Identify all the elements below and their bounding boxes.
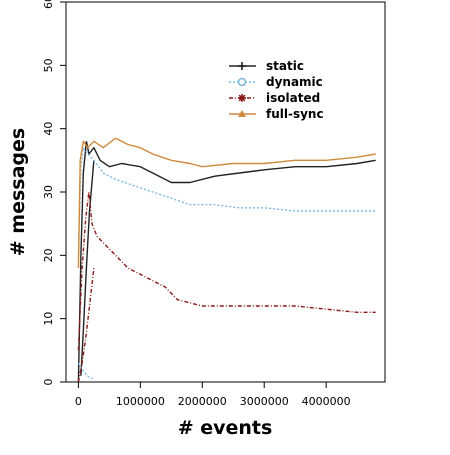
legend-item-dynamic: dynamic [229,75,323,89]
y-tick-label: 60 [42,0,55,9]
x-tick-label: 2000000 [178,395,227,408]
series-line-static [80,160,95,376]
legend-item-isolated: isolated [229,91,320,105]
series-isolated [77,191,376,383]
y-tick-label: 40 [42,122,55,136]
series-line-static [77,141,88,383]
legend: static dynamic isolated full-sync [226,52,353,128]
legend-label: dynamic [266,75,323,89]
legend-box [226,52,353,128]
series-line-static [85,141,376,184]
series-line-isolated [77,267,95,383]
series-line-full-sync [77,137,376,269]
y-tick-label: 20 [42,248,55,262]
y-axis-title: # messages [7,128,29,256]
y-tick-label: 0 [42,379,55,386]
y-tick-label: 30 [42,185,55,199]
legend-label: static [266,59,304,73]
legend-item-static: static [229,59,304,73]
legend-item-full-sync: full-sync [229,107,324,121]
x-tick-label: 4000000 [302,395,351,408]
legend-marker-circle [237,77,247,87]
x-tick-label: 3000000 [240,395,289,408]
y-tick-label: 10 [42,312,55,326]
legend-marker-star-arm [238,94,246,102]
legend-marker-star [238,94,246,102]
series-dynamic [77,146,376,380]
x-tick-label: 1000000 [116,395,165,408]
x-tick-label: 0 [75,395,82,408]
series-line-isolated [77,191,376,351]
y-tick-label: 50 [42,58,55,72]
legend-label: full-sync [266,107,324,121]
series-static [77,141,376,383]
series-full-sync [77,137,376,269]
legend-marker-triangle [238,110,246,117]
legend-label: isolated [266,91,320,105]
x-axis-title: # events [178,417,273,439]
